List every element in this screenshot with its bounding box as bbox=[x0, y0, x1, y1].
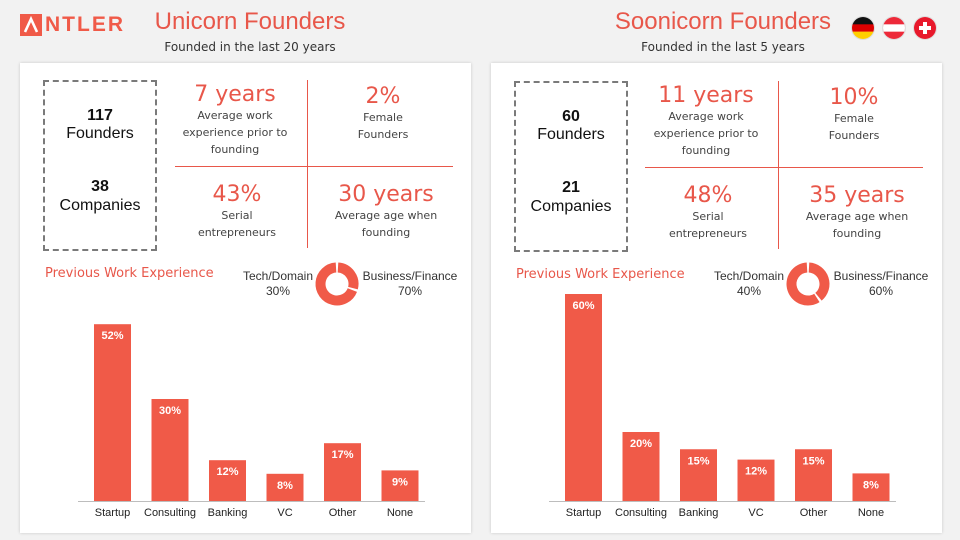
stat-value: 30 years bbox=[338, 182, 434, 207]
founders-count: 117 bbox=[87, 107, 113, 124]
germany-flag-icon bbox=[851, 16, 875, 40]
section-subtitle-soonicorn: Founded in the last 5 years bbox=[641, 40, 805, 54]
bar-chart-soonicorn: 60% Startup 20% Consulting 15% Banking 12% VC 15… bbox=[549, 294, 896, 519]
stat-value: 48% bbox=[683, 183, 733, 208]
companies-label: Companies bbox=[530, 198, 612, 215]
stat-serial-entrepreneurs: 43% Serial entrepreneurs bbox=[172, 182, 302, 241]
bar-consulting bbox=[151, 399, 189, 501]
stat-label: Average work experience prior to founding bbox=[182, 109, 288, 156]
bar-none bbox=[852, 473, 890, 501]
x-tick-label: VC bbox=[748, 507, 763, 519]
previous-work-title: Previous Work Experience bbox=[516, 267, 685, 282]
bar-startup bbox=[94, 324, 131, 501]
stat-value: 43% bbox=[212, 182, 262, 207]
stat-serial-entrepreneurs: 48% Serial entrepreneurs bbox=[643, 183, 773, 242]
companies-count: 21 bbox=[562, 179, 580, 196]
stats-divider-h bbox=[175, 166, 453, 167]
x-tick-label: Startup bbox=[95, 507, 130, 519]
donut-chart-unicorn bbox=[315, 262, 359, 306]
switzerland-flag-icon bbox=[913, 16, 937, 40]
x-tick-label: Other bbox=[800, 507, 828, 519]
stat-female-founders: 10% Female Founders bbox=[789, 85, 919, 144]
bar-value-label: 30% bbox=[159, 405, 181, 417]
stat-label: Average age when founding bbox=[334, 209, 438, 239]
donut-slice-business-finance bbox=[786, 262, 820, 306]
stat-value: 10% bbox=[829, 85, 879, 110]
stat-average-age: 30 years Average age when founding bbox=[318, 182, 454, 241]
founders-label: Founders bbox=[537, 126, 605, 143]
donut-slice-tech-domain bbox=[808, 262, 830, 301]
bar-none bbox=[381, 470, 419, 501]
donut-slice-business-finance bbox=[315, 262, 358, 306]
bar-vc bbox=[737, 459, 775, 501]
logo-text: NTLER bbox=[45, 13, 125, 36]
x-tick-label: None bbox=[858, 507, 884, 519]
previous-work-title: Previous Work Experience bbox=[45, 266, 214, 281]
x-tick-label: None bbox=[387, 507, 413, 519]
stat-average-age: 35 years Average age when founding bbox=[789, 183, 925, 242]
stat-value: 11 years bbox=[658, 83, 754, 108]
x-tick-label: VC bbox=[277, 507, 292, 519]
x-tick-label: Banking bbox=[679, 507, 719, 519]
section-title-soonicorn: Soonicorn Founders bbox=[614, 8, 832, 35]
bar-other bbox=[324, 443, 361, 501]
donut-slice-tech-domain bbox=[337, 262, 359, 290]
x-tick-label: Startup bbox=[566, 507, 601, 519]
antler-logo[interactable]: NTLER bbox=[20, 12, 125, 38]
stat-value: 2% bbox=[365, 84, 401, 109]
stat-work-experience: 11 years Average work experience prior to… bbox=[641, 83, 771, 159]
bar-other bbox=[795, 449, 832, 501]
section-title-unicorn: Unicorn Founders bbox=[154, 8, 346, 35]
stat-value: 35 years bbox=[809, 183, 905, 208]
stat-work-experience: 7 years Average work experience prior to f… bbox=[170, 82, 300, 158]
founders-count: 60 bbox=[562, 108, 580, 125]
bar-value-label: 8% bbox=[863, 479, 879, 491]
bar-banking bbox=[209, 460, 246, 501]
companies-label: Companies bbox=[59, 197, 141, 214]
bar-value-label: 60% bbox=[572, 300, 594, 312]
donut-tech-label: Tech/Domain 30% bbox=[242, 269, 314, 298]
x-tick-label: Banking bbox=[208, 507, 248, 519]
bar-banking bbox=[680, 449, 717, 501]
stat-label: Average age when founding bbox=[805, 210, 909, 240]
stat-label: Serial entrepreneurs bbox=[668, 210, 748, 240]
bar-startup bbox=[565, 294, 602, 501]
bar-value-label: 8% bbox=[277, 480, 293, 492]
bar-consulting bbox=[622, 432, 660, 501]
stats-divider-v bbox=[307, 80, 308, 248]
founders-label: Founders bbox=[66, 125, 134, 142]
bar-chart-unicorn: 52% Startup 30% Consulting 12% Banking 8% VC 17%… bbox=[78, 324, 425, 519]
companies-count: 38 bbox=[91, 178, 109, 195]
bar-value-label: 20% bbox=[630, 438, 652, 450]
donut-business-label: Business/Finance 70% bbox=[362, 269, 458, 298]
section-subtitle-unicorn: Founded in the last 20 years bbox=[164, 40, 336, 54]
donut-business-label: Business/Finance 60% bbox=[833, 269, 929, 298]
founders-companies-box bbox=[514, 81, 628, 252]
x-tick-label: Other bbox=[329, 507, 357, 519]
stat-label: Serial entrepreneurs bbox=[197, 209, 277, 239]
founders-companies-box bbox=[43, 80, 157, 251]
stat-female-founders: 2% Female Founders bbox=[318, 84, 448, 143]
bar-value-label: 9% bbox=[392, 476, 408, 488]
donut-tech-label: Tech/Domain 40% bbox=[713, 269, 785, 298]
x-tick-label: Consulting bbox=[144, 507, 196, 519]
bar-value-label: 15% bbox=[687, 455, 709, 467]
stats-divider-v bbox=[778, 81, 779, 249]
x-tick-label: Consulting bbox=[615, 507, 667, 519]
stat-label: Female Founders bbox=[828, 112, 880, 142]
bar-value-label: 17% bbox=[331, 449, 353, 461]
stats-divider-h bbox=[645, 167, 923, 168]
country-flags bbox=[851, 16, 937, 40]
stat-label: Female Founders bbox=[357, 111, 409, 141]
stat-value: 7 years bbox=[194, 82, 276, 107]
antler-logo-icon bbox=[20, 14, 42, 36]
bar-value-label: 12% bbox=[745, 466, 767, 478]
donut-chart-soonicorn bbox=[786, 262, 830, 306]
austria-flag-icon bbox=[882, 16, 906, 40]
bar-value-label: 52% bbox=[101, 330, 123, 342]
bar-value-label: 12% bbox=[216, 466, 238, 478]
stat-label: Average work experience prior to founding bbox=[653, 110, 759, 157]
bar-value-label: 15% bbox=[802, 455, 824, 467]
bar-vc bbox=[266, 473, 304, 501]
